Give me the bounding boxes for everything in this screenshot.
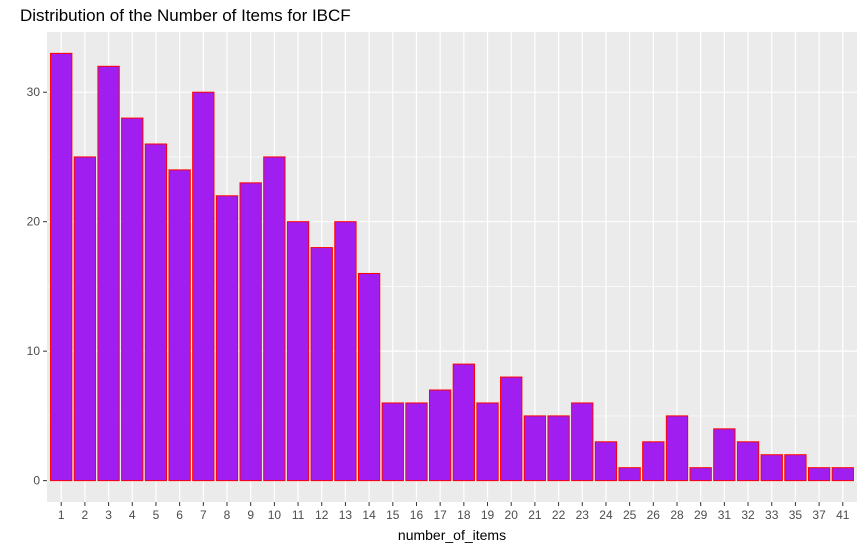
bar-33 [760,454,783,482]
x-tick-label: 17 [433,508,447,522]
x-tick-label: 6 [176,508,183,522]
x-tick-label: 32 [741,508,755,522]
bar-14 [357,272,381,482]
bar-29 [689,467,712,482]
x-tick-label: 21 [528,508,542,522]
x-tick-label: 41 [836,508,850,522]
x-tick-label: 37 [812,508,826,522]
x-tick-label: 33 [765,508,779,522]
x-tick-label: 4 [129,508,136,522]
bar-17 [429,389,452,482]
y-axis: 0 10 20 30 [27,85,47,488]
x-tick-label: 9 [247,508,254,522]
x-tick-label: 13 [339,508,353,522]
bar-31 [713,428,736,482]
bar-23 [571,402,594,482]
bar-12 [310,247,333,482]
bar-21 [523,415,547,482]
x-tick-label: 22 [552,508,566,522]
bar-18 [452,363,475,482]
bar-2 [73,156,97,482]
bar-10 [263,156,286,482]
y-tick-label: 10 [27,344,41,358]
bar-28 [665,415,689,482]
x-tick-label: 1 [58,508,65,522]
bar-35 [784,454,807,482]
x-tick-label: 25 [623,508,637,522]
x-tick-label: 8 [224,508,231,522]
x-tick-label: 16 [410,508,424,522]
x-tick-label: 10 [268,508,282,522]
bar-7 [192,91,215,482]
bar-24 [594,441,618,482]
x-tick-label: 19 [481,508,495,522]
bar-9 [239,182,262,482]
bar-6 [168,169,191,482]
x-tick-label: 14 [362,508,376,522]
x-tick-label: 2 [82,508,89,522]
bar-22 [547,415,570,482]
bar-20 [500,376,523,482]
x-axis: 1 2 3 4 5 6 7 8 9 10 11 12 13 14 15 16 17 18 19 20 21 22 23 24 2… [58,502,850,522]
bar-16 [405,402,428,482]
bar-4 [121,117,144,482]
x-tick-label: 3 [105,508,112,522]
bar-37 [807,467,831,482]
bar-32 [736,441,760,482]
x-axis-title: number_of_items [398,527,506,543]
x-tick-label: 11 [292,508,305,522]
x-tick-label: 35 [789,508,803,522]
x-tick-label: 23 [576,508,590,522]
y-tick-label: 0 [33,474,40,488]
x-tick-label: 28 [670,508,684,522]
bar-19 [476,402,499,482]
bar-26 [642,441,665,482]
x-tick-label: 26 [647,508,661,522]
x-tick-label: 31 [718,508,732,522]
bar-3 [97,65,120,482]
x-tick-label: 5 [153,508,160,522]
bars [50,52,854,482]
x-tick-label: 7 [200,508,207,522]
bar-8 [215,195,239,482]
y-tick-label: 30 [27,85,41,99]
x-tick-label: 20 [505,508,519,522]
x-tick-label: 12 [315,508,329,522]
bar-41 [831,467,854,482]
bar-15 [381,402,404,482]
chart-title: Distribution of the Number of Items for … [20,6,351,25]
x-tick-label: 15 [386,508,400,522]
bar-13 [334,221,357,482]
bar-1 [50,52,73,482]
bar-11 [286,221,310,482]
bar-5 [144,143,168,482]
y-tick-label: 20 [27,215,41,229]
bar-25 [618,467,641,482]
x-tick-label: 18 [457,508,471,522]
x-tick-label: 29 [694,508,708,522]
x-tick-label: 24 [599,508,613,522]
